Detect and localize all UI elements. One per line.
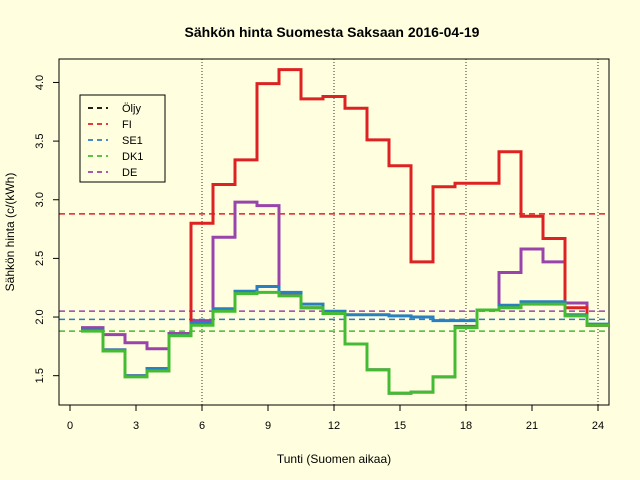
x-tick-label: 3 xyxy=(133,420,139,432)
x-axis: 0 3 6 9 12 15 18 21 24 xyxy=(67,404,604,432)
legend-label: DE xyxy=(122,167,137,179)
legend-label: SE1 xyxy=(122,135,143,147)
y-tick-label: 3.5 xyxy=(34,133,46,148)
legend-label: FI xyxy=(122,119,132,131)
x-tick-label: 15 xyxy=(394,420,406,432)
y-tick-label: 2.5 xyxy=(34,251,46,266)
y-axis-label: Sähkön hinta (c/(kWh) xyxy=(3,173,17,292)
x-tick-label: 6 xyxy=(199,420,205,432)
series-lines xyxy=(81,68,609,395)
legend: Öljy FI SE1 DK1 DE xyxy=(79,94,166,183)
legend-label: DK1 xyxy=(122,151,143,163)
legend-label: Öljy xyxy=(122,103,141,115)
x-tick-label: 18 xyxy=(460,420,472,432)
x-tick-label: 0 xyxy=(67,420,73,432)
x-tick-label: 9 xyxy=(265,420,271,432)
x-tick-label: 24 xyxy=(592,420,604,432)
y-tick-label: 4.0 xyxy=(34,75,46,90)
vertical-guide-lines xyxy=(201,59,599,405)
y-axis: 1.5 2.0 2.5 3.0 3.5 4.0 xyxy=(34,75,60,383)
series-line-de xyxy=(81,200,609,395)
series-line-dk1 xyxy=(81,290,609,395)
x-tick-label: 12 xyxy=(328,420,340,432)
y-tick-label: 3.0 xyxy=(34,192,46,207)
legend-box xyxy=(79,94,166,183)
chart-title: Sähkön hinta Suomesta Saksaan 2016-04-19 xyxy=(185,24,480,40)
y-tick-label: 2.0 xyxy=(34,309,46,324)
x-tick-label: 21 xyxy=(526,420,538,432)
y-tick-label: 1.5 xyxy=(34,368,46,383)
x-axis-label: Tunti (Suomen aikaa) xyxy=(277,452,391,466)
